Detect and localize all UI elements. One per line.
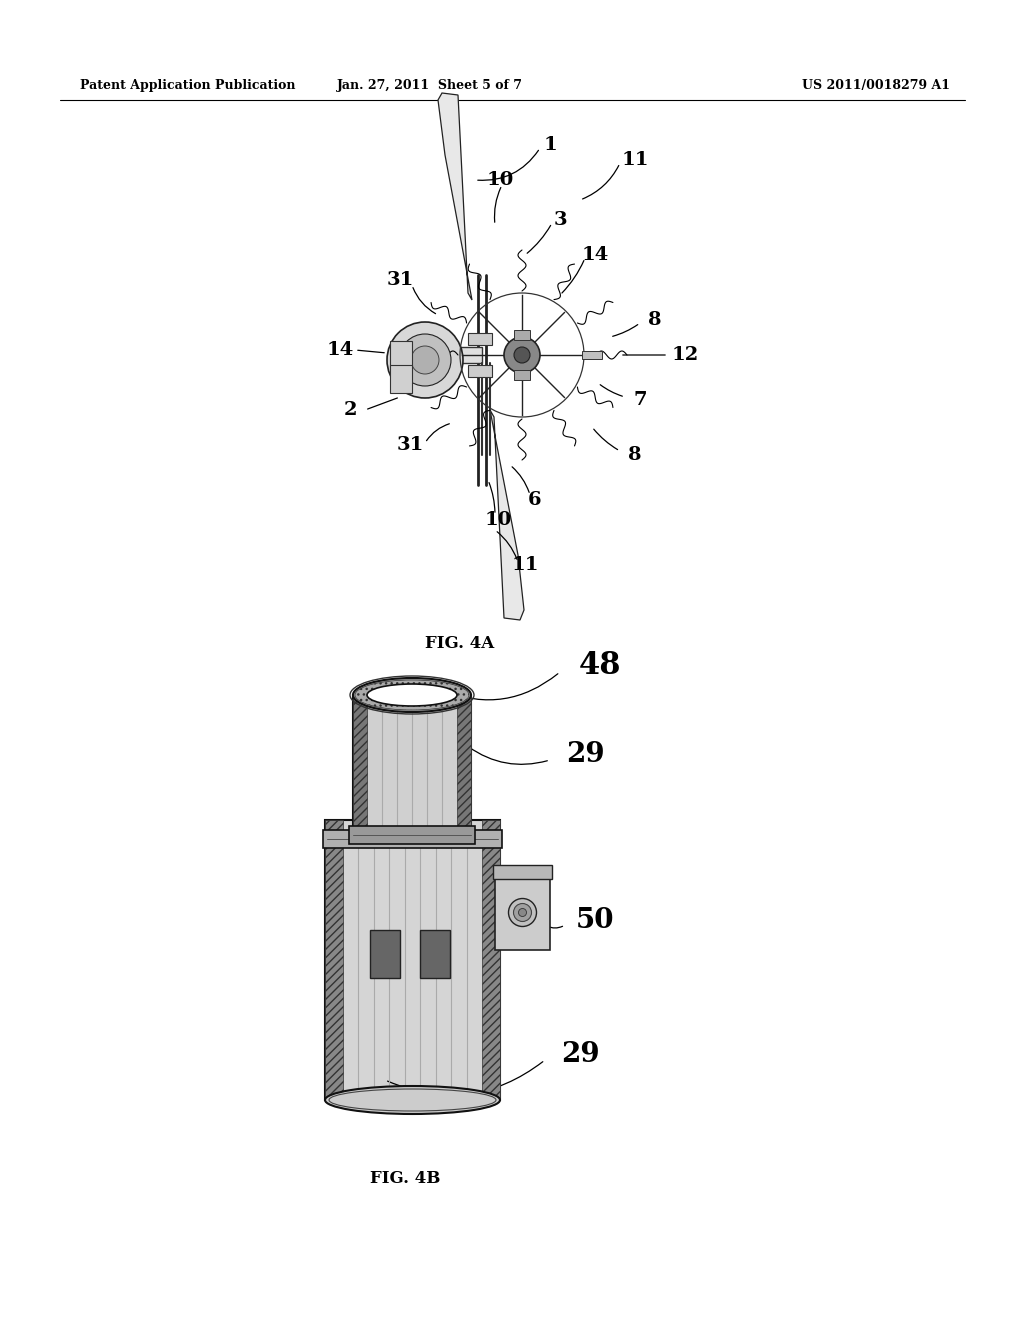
Circle shape: [513, 903, 531, 921]
Bar: [482, 820, 500, 1100]
Bar: [370, 931, 400, 978]
Bar: [420, 931, 450, 978]
Polygon shape: [438, 92, 472, 300]
Text: 14: 14: [582, 246, 608, 264]
Bar: [457, 696, 471, 840]
Text: 29: 29: [561, 1041, 599, 1068]
Text: 31: 31: [386, 271, 414, 289]
Circle shape: [411, 346, 439, 374]
Polygon shape: [490, 411, 524, 620]
Text: 50: 50: [575, 907, 614, 933]
Bar: [514, 330, 530, 341]
Text: 11: 11: [622, 150, 649, 169]
Bar: [582, 351, 602, 359]
Text: 7: 7: [633, 391, 647, 409]
Text: 10: 10: [486, 172, 514, 189]
Circle shape: [518, 908, 526, 916]
Text: 11: 11: [511, 556, 539, 574]
Bar: [325, 820, 500, 1100]
Bar: [493, 865, 552, 879]
Text: 12: 12: [672, 346, 698, 364]
Ellipse shape: [367, 684, 457, 706]
Bar: [325, 820, 343, 1100]
Bar: [390, 341, 412, 370]
Bar: [390, 366, 412, 393]
Text: Jan. 27, 2011  Sheet 5 of 7: Jan. 27, 2011 Sheet 5 of 7: [337, 78, 523, 91]
Text: 10: 10: [484, 511, 512, 529]
Circle shape: [387, 322, 463, 399]
Bar: [353, 696, 471, 840]
Ellipse shape: [353, 678, 471, 711]
Text: 1: 1: [543, 136, 557, 154]
Circle shape: [504, 337, 540, 374]
Bar: [353, 696, 367, 840]
Text: FIG. 4A: FIG. 4A: [425, 635, 495, 652]
Text: 48: 48: [579, 649, 622, 681]
Circle shape: [514, 347, 530, 363]
Text: 6: 6: [528, 491, 542, 510]
Circle shape: [509, 899, 537, 927]
Bar: [468, 333, 492, 345]
Text: 8: 8: [629, 446, 642, 465]
Text: US 2011/0018279 A1: US 2011/0018279 A1: [802, 78, 950, 91]
Text: 14: 14: [327, 341, 353, 359]
Text: Patent Application Publication: Patent Application Publication: [80, 78, 296, 91]
Circle shape: [399, 334, 451, 385]
Bar: [349, 826, 475, 843]
Bar: [392, 347, 482, 363]
Text: 31: 31: [396, 436, 424, 454]
Text: 3: 3: [553, 211, 567, 228]
Text: 29: 29: [565, 742, 604, 768]
Text: 8: 8: [648, 312, 662, 329]
Bar: [495, 875, 550, 950]
Bar: [468, 366, 492, 378]
Ellipse shape: [325, 1086, 500, 1114]
Text: FIG. 4B: FIG. 4B: [370, 1170, 440, 1187]
Bar: [323, 830, 502, 847]
Text: 2: 2: [343, 401, 356, 418]
Bar: [514, 370, 530, 380]
